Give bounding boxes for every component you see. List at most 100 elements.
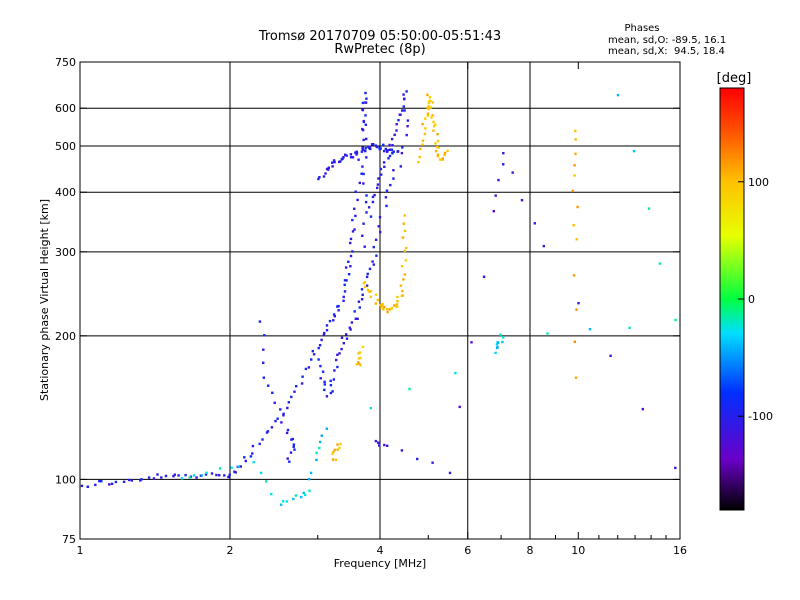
data-point bbox=[434, 123, 437, 126]
data-point bbox=[502, 163, 505, 166]
data-point bbox=[424, 127, 427, 130]
data-point bbox=[342, 342, 345, 345]
data-point bbox=[573, 174, 576, 177]
data-point bbox=[359, 356, 362, 360]
data-point bbox=[632, 149, 636, 153]
data-point bbox=[388, 143, 391, 147]
data-point bbox=[172, 475, 175, 478]
data-point bbox=[164, 474, 168, 478]
data-point bbox=[576, 205, 579, 209]
data-point bbox=[360, 150, 364, 153]
data-point bbox=[382, 308, 385, 311]
data-point bbox=[279, 408, 282, 411]
data-point bbox=[495, 343, 499, 346]
data-point bbox=[293, 448, 296, 451]
data-point bbox=[366, 288, 370, 292]
data-point bbox=[353, 310, 356, 313]
data-point bbox=[210, 472, 214, 475]
data-point bbox=[318, 446, 321, 450]
data-point bbox=[502, 152, 505, 155]
data-point bbox=[574, 138, 577, 141]
data-point bbox=[292, 445, 295, 448]
data-point bbox=[403, 229, 407, 233]
data-point bbox=[156, 473, 159, 476]
data-point bbox=[431, 114, 434, 117]
data-point bbox=[218, 474, 221, 477]
data-point bbox=[262, 376, 265, 379]
y-tick-label: 500 bbox=[55, 140, 76, 153]
data-point bbox=[364, 200, 368, 204]
data-point bbox=[369, 295, 372, 299]
data-point bbox=[192, 474, 196, 477]
data-point bbox=[364, 114, 367, 117]
data-point bbox=[399, 284, 403, 287]
data-point bbox=[511, 171, 514, 174]
data-point bbox=[374, 439, 378, 443]
data-point bbox=[355, 363, 358, 366]
data-point bbox=[315, 458, 318, 462]
data-point bbox=[368, 145, 371, 148]
data-point bbox=[482, 275, 486, 278]
data-point bbox=[401, 109, 404, 112]
data-point bbox=[351, 156, 355, 159]
data-point bbox=[376, 298, 379, 302]
data-point bbox=[370, 143, 374, 146]
data-point bbox=[365, 284, 369, 287]
data-point bbox=[349, 153, 353, 156]
data-point bbox=[347, 260, 350, 263]
data-point bbox=[358, 351, 362, 354]
data-point bbox=[361, 108, 365, 112]
data-point bbox=[384, 147, 387, 151]
data-point bbox=[351, 230, 355, 233]
x-axis-label: Frequency [MHz] bbox=[334, 557, 426, 570]
data-point bbox=[262, 348, 265, 351]
data-point bbox=[494, 351, 497, 355]
data-point bbox=[365, 97, 368, 100]
data-point bbox=[365, 137, 368, 141]
data-point bbox=[432, 129, 435, 132]
data-point bbox=[285, 500, 289, 503]
data-point bbox=[312, 353, 316, 356]
data-point bbox=[416, 457, 419, 461]
data-point bbox=[343, 279, 347, 282]
data-point bbox=[349, 328, 352, 331]
data-point bbox=[501, 340, 504, 344]
data-point bbox=[360, 288, 364, 291]
data-point bbox=[382, 161, 386, 164]
data-point bbox=[396, 295, 399, 299]
data-point bbox=[325, 324, 329, 327]
data-point bbox=[339, 442, 342, 446]
data-point bbox=[286, 428, 290, 432]
data-point bbox=[386, 444, 389, 447]
data-point bbox=[261, 438, 264, 441]
data-point bbox=[336, 365, 339, 369]
data-point bbox=[400, 265, 404, 268]
data-point bbox=[122, 480, 126, 483]
data-point bbox=[390, 307, 393, 310]
data-point bbox=[173, 473, 176, 476]
data-point bbox=[406, 125, 409, 128]
data-point bbox=[404, 259, 408, 262]
data-point bbox=[574, 376, 578, 379]
data-point bbox=[325, 395, 329, 398]
data-point bbox=[377, 225, 380, 228]
data-point bbox=[319, 377, 322, 380]
data-point bbox=[357, 300, 361, 303]
data-point bbox=[147, 476, 151, 479]
data-point bbox=[271, 391, 274, 394]
data-point bbox=[350, 321, 354, 324]
data-point bbox=[270, 426, 274, 429]
data-point bbox=[364, 91, 367, 95]
data-point bbox=[234, 471, 237, 474]
chart-title: Tromsø 20170709 05:50:00-05:51:43 bbox=[258, 29, 501, 44]
data-point bbox=[351, 218, 354, 222]
data-point bbox=[454, 371, 457, 375]
data-point bbox=[364, 285, 367, 289]
data-point bbox=[279, 503, 283, 506]
data-point bbox=[263, 334, 266, 337]
data-point bbox=[674, 466, 677, 470]
data-point bbox=[616, 93, 620, 97]
data-point bbox=[239, 465, 242, 468]
data-point bbox=[443, 153, 446, 157]
data-point bbox=[243, 456, 246, 459]
